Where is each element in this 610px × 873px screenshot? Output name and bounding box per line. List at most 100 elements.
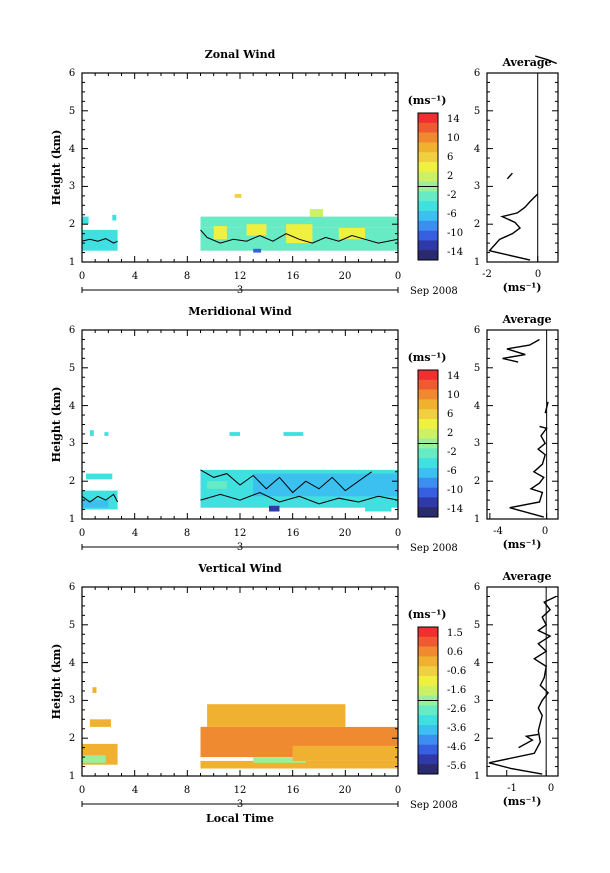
- heatmap-cell: [207, 704, 346, 727]
- y-tick-label: 5: [69, 106, 75, 117]
- heatmap-cell: [246, 224, 267, 236]
- colorbar-swatch: [418, 191, 438, 202]
- y-axis-label: Height (km): [50, 644, 63, 720]
- profile-line: [506, 172, 513, 180]
- colorbar: [417, 112, 439, 261]
- colorbar-label: -6: [447, 466, 457, 477]
- contour-line: [200, 469, 372, 494]
- date-day-label: 3: [237, 542, 243, 553]
- profile-y-tick: 6: [474, 68, 480, 79]
- profile-y-tick: 2: [474, 219, 480, 230]
- colorbar-label: 14: [447, 371, 460, 382]
- heatmap-cell: [253, 473, 398, 497]
- y-axis-label: Height (km): [50, 130, 63, 206]
- colorbar-swatch: [418, 419, 438, 430]
- colorbar-label: -3.6: [447, 723, 466, 734]
- heatmap-cell: [253, 248, 262, 253]
- date-month-label: Sep 2008: [410, 800, 458, 811]
- colorbar-unit: (ms⁻¹): [408, 351, 447, 364]
- colorbar-swatch: [418, 685, 438, 696]
- profile-y-tick: 3: [474, 695, 480, 706]
- colorbar-label: 10: [447, 390, 460, 401]
- heatmap-cell: [92, 687, 97, 693]
- profile-line: [544, 401, 549, 414]
- contour-line: [82, 493, 119, 503]
- colorbar-label: -5.6: [447, 761, 466, 772]
- colorbar-label: 6: [447, 152, 453, 163]
- heatmap-cell: [104, 432, 109, 436]
- colorbar-swatch: [418, 370, 438, 381]
- colorbar-swatch: [418, 399, 438, 410]
- heatmap-cell: [89, 430, 94, 436]
- colorbar-label: -14: [447, 247, 463, 258]
- colorbar-swatch: [418, 497, 438, 508]
- x-tick-label: 0: [395, 785, 401, 796]
- date-day-label: 3: [237, 799, 243, 810]
- x-tick-label: 12: [234, 528, 247, 539]
- profile-line: [518, 733, 539, 749]
- colorbar-swatch: [418, 705, 438, 716]
- colorbar-swatch: [418, 636, 438, 647]
- profile-x-tick: 0: [542, 526, 548, 537]
- colorbar-unit: (ms⁻¹): [408, 94, 447, 107]
- profile-line: [488, 595, 557, 775]
- colorbar-swatch: [418, 477, 438, 488]
- y-tick-label: 6: [69, 582, 75, 593]
- heatmap-cell: [207, 481, 227, 489]
- profile-y-tick: 5: [474, 363, 480, 374]
- colorbar-swatch: [418, 725, 438, 736]
- heatmap-cell: [292, 745, 398, 761]
- colorbar-swatch: [418, 152, 438, 163]
- profile-title: Average: [501, 56, 551, 69]
- chart-title: Meridional Wind: [188, 305, 292, 318]
- colorbar-swatch: [418, 113, 438, 124]
- colorbar-swatch: [418, 764, 438, 775]
- heatmap-cell: [234, 194, 242, 198]
- meridional-wind-panel: Meridional Wind 1 2 3 4 5 6 0 4 8 12 16 …: [50, 305, 559, 554]
- colorbar-unit: (ms⁻¹): [408, 608, 447, 621]
- contour-line: [200, 229, 398, 244]
- date-axis: 3 Sep 2008: [81, 285, 458, 297]
- date-axis: 3 Sep 2008: [81, 799, 458, 811]
- heatmap-cell: [200, 216, 398, 228]
- colorbar-swatch: [418, 162, 438, 173]
- profile-y-tick: 1: [474, 514, 480, 525]
- x-tick-label: 20: [339, 271, 352, 282]
- colorbar-swatch: [418, 389, 438, 400]
- date-month-label: Sep 2008: [410, 286, 458, 297]
- profile-line: [502, 338, 540, 363]
- profile-y-tick: 1: [474, 771, 480, 782]
- contour-line: [82, 238, 118, 244]
- colorbar: [417, 369, 439, 518]
- x-tick-label: 20: [339, 528, 352, 539]
- colorbar-label: 6: [447, 409, 453, 420]
- heatmap-cell: [229, 432, 240, 436]
- x-tick-label: 4: [132, 528, 138, 539]
- y-tick-label: 2: [69, 219, 75, 230]
- colorbar-label: 2: [447, 171, 453, 182]
- y-tick-label: 3: [69, 181, 75, 192]
- colorbar-label: -10: [447, 485, 463, 496]
- profile-y-tick: 6: [474, 325, 480, 336]
- heatmap-cell: [82, 755, 106, 763]
- y-tick-label: 2: [69, 733, 75, 744]
- y-tick-label: 5: [69, 620, 75, 631]
- heatmap-cell: [213, 226, 227, 240]
- x-tick-label: 0: [79, 528, 85, 539]
- contour-line: [200, 491, 398, 505]
- colorbar-swatch: [418, 201, 438, 212]
- colorbar-label: 1.5: [447, 628, 463, 639]
- heatmap-cell: [283, 432, 304, 436]
- colorbar-swatch: [418, 487, 438, 498]
- heatmap-cell: [253, 757, 306, 763]
- colorbar-swatch: [418, 468, 438, 479]
- x-tick-label: 20: [339, 785, 352, 796]
- heatmap-cells: [82, 194, 398, 253]
- profile-x-tick: -4: [493, 526, 503, 537]
- colorbar-swatch: [418, 646, 438, 657]
- colorbar-swatch: [418, 428, 438, 439]
- profile-x-tick: 0: [535, 269, 541, 280]
- colorbar-label: 0.6: [447, 647, 463, 658]
- heatmap-cell: [200, 760, 398, 769]
